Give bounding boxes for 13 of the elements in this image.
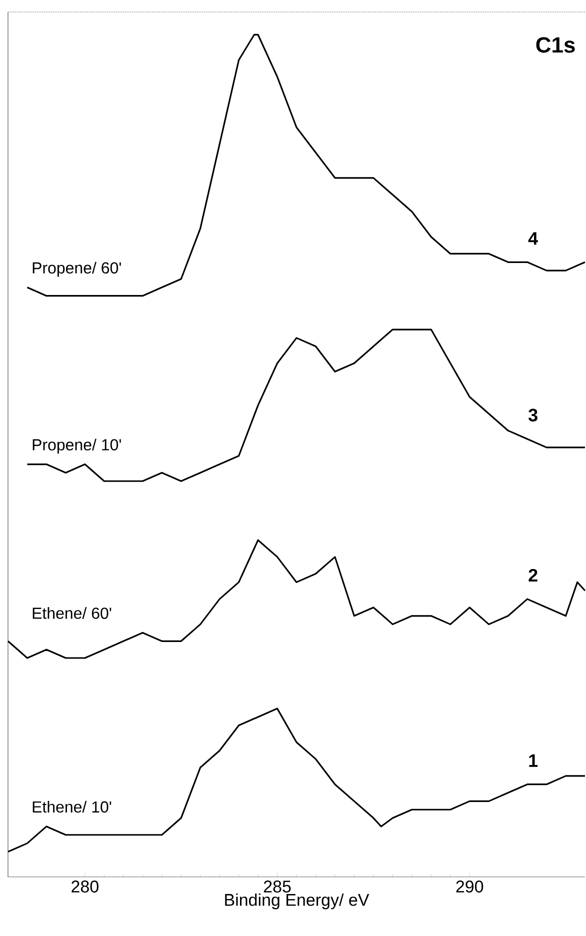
series-label: Propene/ 60'	[32, 262, 122, 277]
x-tick-label: 290	[456, 880, 484, 893]
series-label: Propene/ 10'	[32, 438, 122, 454]
x-axis-title: Binding Energy/ eV	[225, 893, 370, 910]
annotation: 2	[528, 568, 538, 582]
chart-title: C1s	[536, 37, 575, 53]
annotation: 4	[528, 232, 538, 245]
annotation: 1	[529, 754, 538, 767]
x-tick-label: 280	[72, 880, 99, 893]
annotation: 3	[528, 408, 538, 422]
series-label: Ethene/ 60'	[32, 607, 112, 619]
x-tick-label: 285	[264, 880, 291, 893]
series-label: Ethene/ 10'	[32, 800, 112, 813]
